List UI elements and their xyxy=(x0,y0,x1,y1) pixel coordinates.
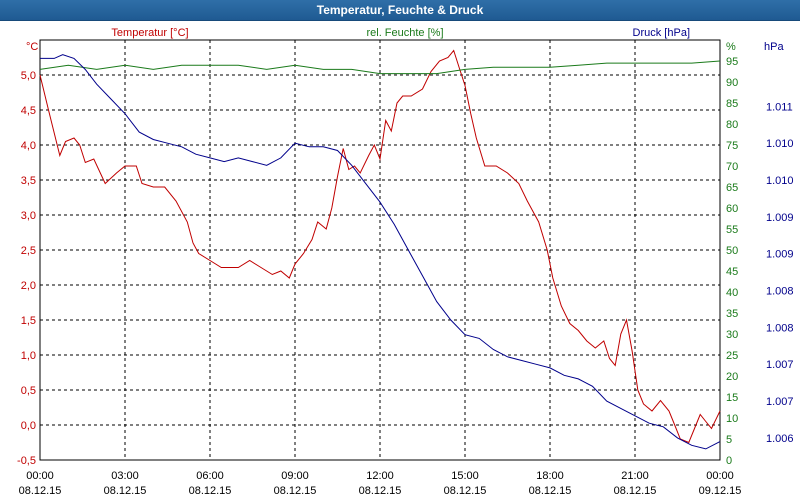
pressure-tick-label: 1.007 xyxy=(766,396,794,408)
legend-pressure: Druck [hPa] xyxy=(633,27,690,39)
pressure-tick-label: 1.009 xyxy=(766,249,794,261)
humidity-tick-label: 25 xyxy=(726,350,738,362)
x-tick-time: 21:00 xyxy=(621,470,649,482)
legend-temperature: Temperatur [°C] xyxy=(111,27,188,39)
humidity-tick-label: 70 xyxy=(726,161,738,173)
pressure-tick-label: 1.008 xyxy=(766,286,794,298)
chart-grid xyxy=(40,40,720,461)
humidity-tick-label: 40 xyxy=(726,287,738,299)
x-tick-date: 08.12.15 xyxy=(104,485,147,497)
humidity-tick-label: 90 xyxy=(726,77,738,89)
temperature-tick-label: 5,0 xyxy=(21,70,36,82)
humidity-axis-unit: % xyxy=(726,41,736,53)
x-tick-date: 08.12.15 xyxy=(444,485,487,497)
humidity-tick-label: 55 xyxy=(726,224,738,236)
humidity-tick-label: 60 xyxy=(726,203,738,215)
window-title: Temperatur, Feuchte & Druck xyxy=(316,3,484,17)
x-tick-time: 06:00 xyxy=(196,470,224,482)
legend-humidity: rel. Feuchte [%] xyxy=(366,27,443,39)
pressure-tick-label: 1.011 xyxy=(766,101,793,113)
x-tick-time: 00:00 xyxy=(26,470,54,482)
humidity-tick-label: 35 xyxy=(726,308,738,320)
humidity-tick-label: 15 xyxy=(726,392,738,404)
humidity-tick-label: 75 xyxy=(726,140,738,152)
temperature-tick-label: 3,5 xyxy=(21,175,36,187)
humidity-tick-label: 80 xyxy=(726,119,738,131)
humidity-tick-label: 5 xyxy=(726,434,732,446)
humidity-line xyxy=(39,60,721,75)
temperature-tick-label: 2,0 xyxy=(21,280,36,292)
x-tick-date: 08.12.15 xyxy=(19,485,62,497)
humidity-tick-label: 65 xyxy=(726,182,738,194)
humidity-tick-label: 30 xyxy=(726,329,738,341)
pressure-axis-unit: hPa xyxy=(764,41,784,53)
axis-ticks: -0,5 0,0 0,5 1,0 1,5 2,0 2,5 3,0 3,5 4,0 4,5 5,0 00:… xyxy=(17,56,794,497)
x-tick-time: 09:00 xyxy=(281,470,309,482)
humidity-tick-label: 0 xyxy=(726,455,732,467)
temperature-tick-label: 1,5 xyxy=(21,315,36,327)
humidity-tick-label: 20 xyxy=(726,371,738,383)
temperature-tick-label: 4,0 xyxy=(21,140,36,152)
plot-area-border xyxy=(39,39,721,461)
temperature-tick-label: -0,5 xyxy=(17,455,36,467)
humidity-tick-label: 45 xyxy=(726,266,738,278)
x-tick-date: 08.12.15 xyxy=(359,485,402,497)
pressure-tick-label: 1.010 xyxy=(766,138,794,150)
pressure-tick-label: 1.009 xyxy=(766,212,794,224)
temperature-tick-label: 3,0 xyxy=(21,210,36,222)
x-tick-time: 00:00 xyxy=(706,470,734,482)
x-tick-date: 08.12.15 xyxy=(614,485,657,497)
pressure-tick-label: 1.010 xyxy=(766,175,794,187)
left-axis-unit: °C xyxy=(26,41,38,53)
x-tick-date: 08.12.15 xyxy=(189,485,232,497)
x-tick-time: 15:00 xyxy=(451,470,479,482)
window-titlebar: Temperatur, Feuchte & Druck xyxy=(0,0,800,21)
humidity-tick-label: 10 xyxy=(726,413,738,425)
pressure-tick-label: 1.008 xyxy=(766,322,794,334)
pressure-line xyxy=(40,54,721,450)
temperature-tick-label: 4,5 xyxy=(21,105,36,117)
x-tick-date: 08.12.15 xyxy=(529,485,572,497)
pressure-tick-label: 1.007 xyxy=(766,359,794,371)
x-tick-date: 08.12.15 xyxy=(274,485,317,497)
temperature-tick-label: 0,5 xyxy=(21,385,36,397)
humidity-tick-label: 50 xyxy=(726,245,738,257)
temperature-line xyxy=(39,49,721,444)
pressure-tick-label: 1.006 xyxy=(766,433,794,445)
humidity-tick-label: 95 xyxy=(726,56,738,68)
temperature-tick-label: 2,5 xyxy=(21,245,36,257)
x-tick-time: 18:00 xyxy=(536,470,564,482)
data-series xyxy=(39,49,721,450)
humidity-tick-label: 85 xyxy=(726,98,738,110)
temperature-tick-label: 1,0 xyxy=(21,350,36,362)
x-tick-date: 09.12.15 xyxy=(699,485,742,497)
x-tick-time: 03:00 xyxy=(111,470,139,482)
x-tick-time: 12:00 xyxy=(366,470,394,482)
temperature-tick-label: 0,0 xyxy=(21,420,36,432)
